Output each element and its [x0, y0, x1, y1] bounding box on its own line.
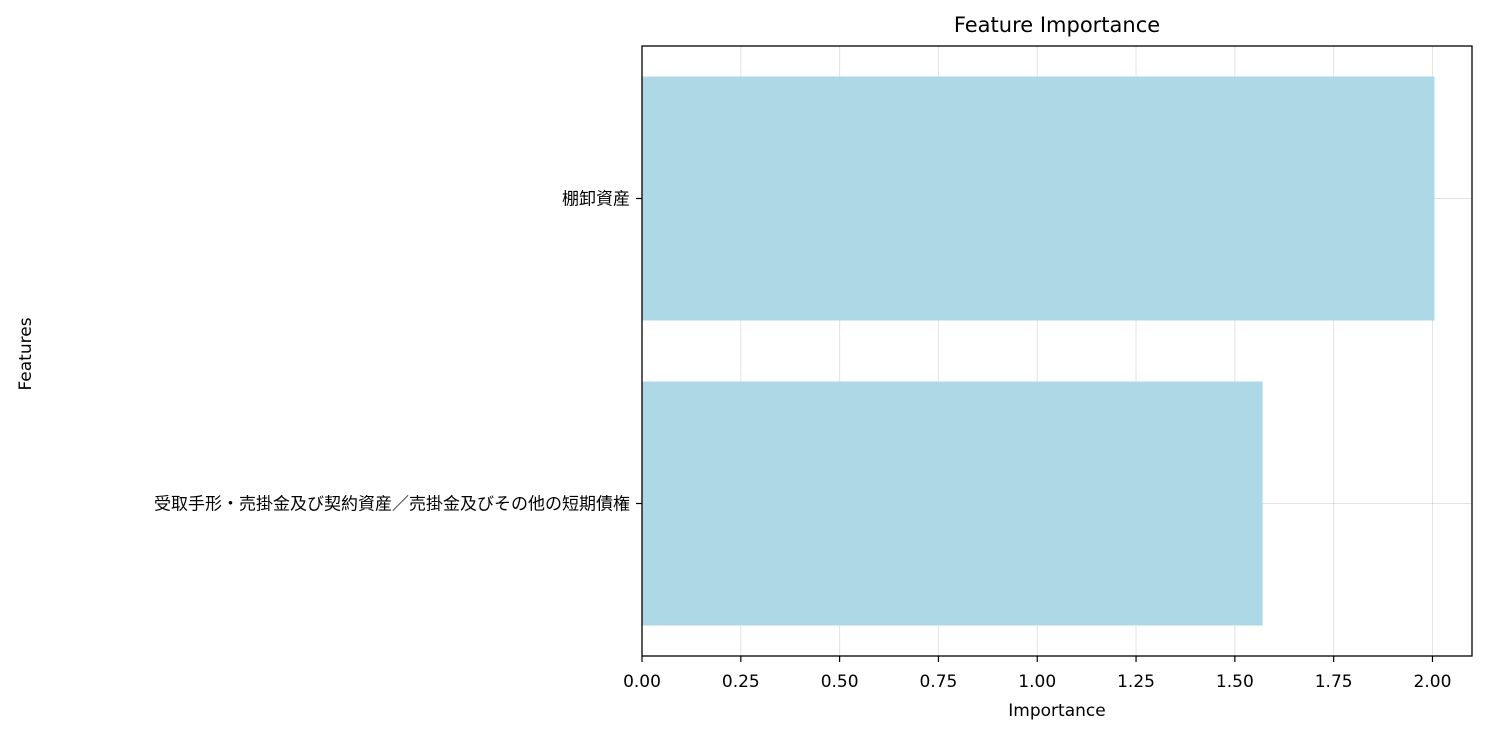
x-axis-label: Importance [1008, 701, 1105, 721]
x-tick-label: 1.50 [1216, 672, 1254, 692]
x-tick-label: 1.75 [1315, 672, 1353, 692]
x-tick-label: 0.50 [821, 672, 859, 692]
plot-frame [641, 45, 1473, 657]
y-tick-label: 棚卸資産 [562, 190, 630, 210]
x-tick-label: 2.00 [1414, 672, 1452, 692]
x-tick-label: 0.75 [919, 672, 957, 692]
x-tick-label: 0.25 [722, 672, 760, 692]
bar [642, 381, 1263, 626]
x-axis-ticks: 0.00 0.25 0.50 0.75 1.00 1.25 1.50 1.75 2.00 [623, 656, 1451, 692]
x-tick-label: 1.00 [1018, 672, 1056, 692]
bars [642, 76, 1435, 626]
chart-title: Feature Importance [954, 13, 1160, 37]
x-tick-label: 0.00 [623, 672, 661, 692]
y-axis-label: Features [16, 317, 36, 390]
bar [642, 76, 1435, 321]
x-tick-label: 1.25 [1117, 672, 1155, 692]
y-tick-label: 受取手形・売掛金及び契約資産／売掛金及びその他の短期債権 [154, 495, 630, 515]
